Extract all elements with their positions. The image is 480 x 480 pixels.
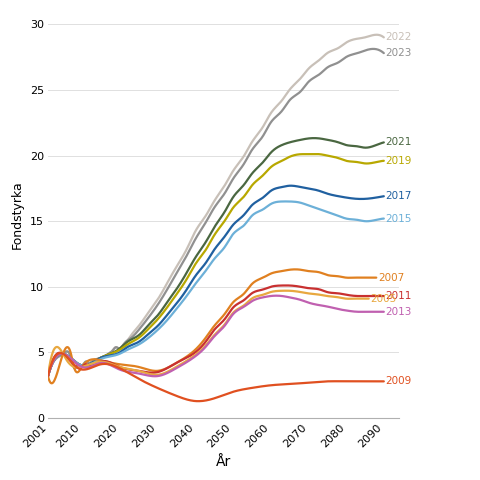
X-axis label: År: År bbox=[216, 455, 231, 469]
Text: 2009: 2009 bbox=[386, 376, 412, 386]
Text: 2019: 2019 bbox=[386, 156, 412, 166]
Text: 2013: 2013 bbox=[386, 307, 412, 317]
Y-axis label: Fondstyrka: Fondstyrka bbox=[11, 180, 24, 249]
Text: 2007: 2007 bbox=[378, 273, 405, 283]
Text: 2005: 2005 bbox=[371, 294, 397, 304]
Text: 2022: 2022 bbox=[386, 32, 412, 42]
Text: 2023: 2023 bbox=[386, 48, 412, 58]
Text: 2015: 2015 bbox=[386, 214, 412, 224]
Text: 2017: 2017 bbox=[386, 191, 412, 201]
Text: 2011: 2011 bbox=[386, 291, 412, 301]
Text: 2021: 2021 bbox=[386, 137, 412, 147]
